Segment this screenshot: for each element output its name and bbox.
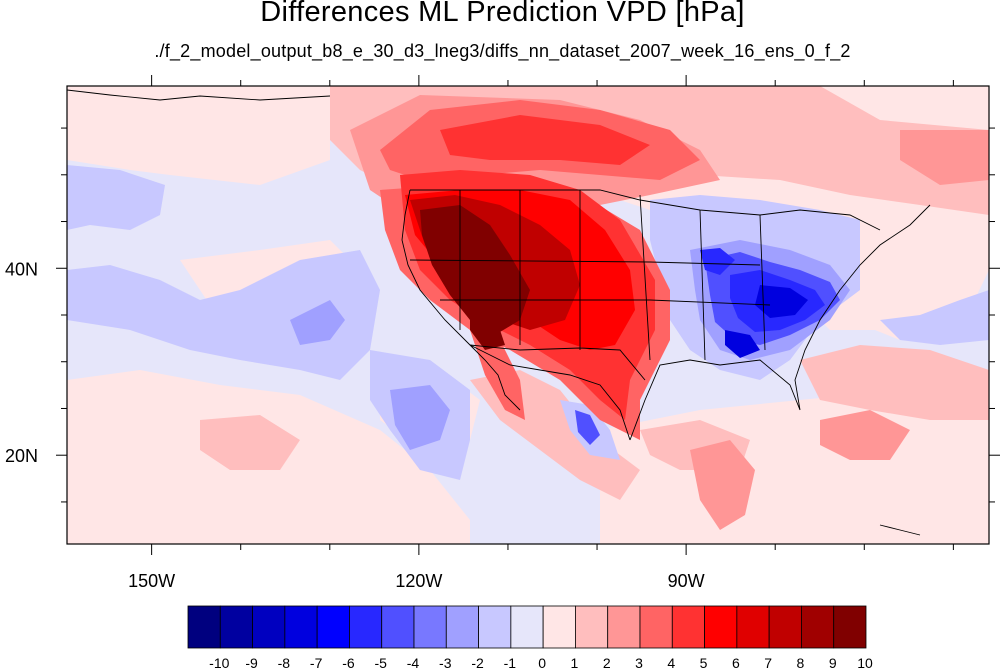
map-subtitle: ./f_2_model_output_b8_e_30_d3_lneg3/diff… [154,41,851,61]
colorbar-swatch [768,605,802,649]
field-negative-extreme [725,285,808,358]
colorbar-label: -1 [504,655,517,671]
x-tick-label: 150W [128,571,175,591]
colorbar-label: -7 [310,655,323,671]
colorbar-label: -5 [374,655,387,671]
colorbar-swatch [833,605,867,649]
colorbar-label: -10 [209,655,229,671]
colorbar-label: 5 [700,655,708,671]
coastlines-borders [67,89,931,536]
colorbar-swatch [445,605,479,649]
colorbar-swatch [801,605,835,649]
colorbar-label: -4 [407,655,420,671]
colorbar-swatch [478,605,512,649]
colorbar-swatch [542,605,576,649]
colorbar-label: -8 [278,655,291,671]
colorbar-swatch [704,605,738,649]
map-field [67,86,989,544]
colorbar-swatch [219,605,253,649]
axis-ticks [56,75,1000,555]
colorbar-label: 2 [603,655,611,671]
colorbar-label: 10 [857,655,873,671]
colorbar-label: 3 [635,655,643,671]
colorbar-label: 1 [571,655,579,671]
colorbar-swatch [736,605,770,649]
y-tick-label: 20N [5,446,38,466]
colorbar [187,605,867,649]
field-positive-extreme [420,205,530,350]
colorbar-label: 7 [764,655,772,671]
colorbar-label: -9 [245,655,258,671]
y-tick-label: 40N [5,259,38,279]
colorbar-swatch [639,605,673,649]
colorbar-swatch [187,605,221,649]
colorbar-label: -6 [342,655,355,671]
colorbar-swatch [316,605,350,649]
colorbar-label: 6 [732,655,740,671]
colorbar-swatch [607,605,641,649]
colorbar-labels: -10 -9 -8 -7 -6 -5 -4 -3 -2 -1 0 1 2 3 4 5 6 7 8 9 10 [209,655,873,671]
colorbar-swatch [510,605,544,649]
colorbar-label: 0 [538,655,546,671]
map-title: Differences ML Prediction VPD [hPa] [260,0,745,28]
axis-tick-labels: 150W 120W 90W 40N 20N [5,259,705,591]
x-tick-label: 120W [395,571,442,591]
colorbar-swatch [284,605,318,649]
colorbar-label: -2 [471,655,484,671]
x-tick-label: 90W [668,571,705,591]
colorbar-swatch [349,605,383,649]
colorbar-label: 8 [797,655,805,671]
colorbar-label: 9 [829,655,837,671]
colorbar-swatch [381,605,415,649]
colorbar-swatch [413,605,447,649]
colorbar-swatch [671,605,705,649]
colorbar-swatch [252,605,286,649]
colorbar-label: -3 [439,655,452,671]
colorbar-swatch [575,605,609,649]
colorbar-label: 4 [667,655,675,671]
